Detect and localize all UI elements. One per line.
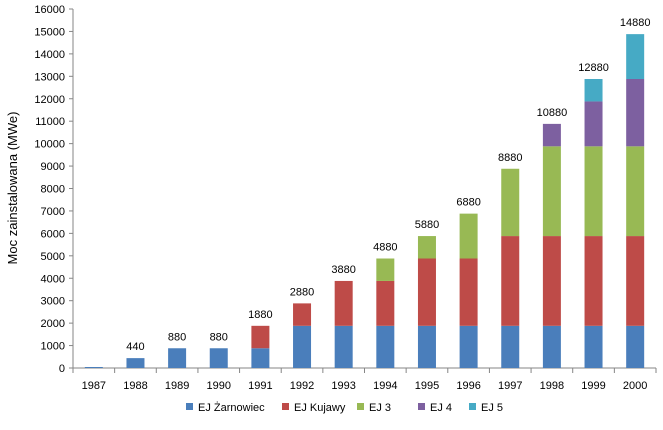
bar-segment: [376, 325, 395, 368]
x-tick-label: 1990: [207, 380, 231, 392]
bar-segment: [542, 325, 561, 368]
y-tick-label: 12000: [34, 94, 65, 106]
bar-total-label: 14880: [620, 17, 651, 29]
x-tick-label: 1998: [540, 380, 564, 392]
bar-segment: [376, 258, 395, 281]
x-tick-label: 1989: [165, 380, 189, 392]
x-tick-label: 1992: [290, 380, 314, 392]
bar-segment: [334, 280, 353, 326]
bar-total-label: 1880: [248, 309, 272, 321]
legend-swatch: [357, 403, 364, 410]
y-tick-label: 5000: [41, 251, 65, 263]
x-tick-label: 1994: [373, 380, 397, 392]
bar-segment: [293, 303, 312, 326]
bar-segment: [542, 236, 561, 326]
bar-segment: [459, 325, 478, 368]
x-tick-label: 1999: [581, 380, 605, 392]
bar-segment: [168, 348, 187, 368]
bar-total-label: 8880: [498, 152, 522, 164]
bar-total-label: 12880: [578, 62, 609, 74]
y-tick-label: 9000: [41, 161, 65, 173]
bar-segment: [584, 325, 603, 368]
bar-segment: [584, 146, 603, 237]
bar-segment: [293, 325, 312, 368]
bar-segment: [626, 236, 645, 326]
bar-segment: [626, 325, 645, 368]
bar-segment: [251, 325, 270, 349]
bar-total-label: 10880: [537, 107, 568, 119]
y-tick-label: 4000: [41, 273, 65, 285]
bar-segment: [542, 123, 561, 147]
bar-total-label: 880: [210, 331, 228, 343]
legend-swatch: [186, 403, 193, 410]
bar-segment: [209, 348, 228, 368]
bar-segment: [501, 168, 520, 237]
y-tick-label: 6000: [41, 228, 65, 240]
bar-segment: [584, 79, 603, 102]
bar-segment: [126, 358, 145, 368]
x-tick-label: 1997: [498, 380, 522, 392]
bar-segment: [459, 258, 478, 326]
bar-segment: [584, 236, 603, 326]
bar-segment: [626, 146, 645, 237]
legend-swatch: [418, 403, 425, 410]
bar-segment: [417, 325, 436, 368]
bar-total-label: 3880: [331, 264, 355, 276]
legend-swatch: [282, 403, 289, 410]
y-tick-label: 1000: [41, 341, 65, 353]
y-tick-label: 14000: [34, 49, 65, 61]
y-tick-label: 3000: [41, 296, 65, 308]
x-tick-label: 1996: [456, 380, 480, 392]
bar-segment: [626, 79, 645, 147]
y-tick-label: 15000: [34, 26, 65, 38]
x-tick-label: 1995: [415, 380, 439, 392]
bar-segment: [334, 325, 353, 368]
y-tick-label: 13000: [34, 71, 65, 83]
y-tick-label: 11000: [35, 116, 65, 128]
y-axis-label: Moc zainstalowana (MWe): [5, 112, 20, 265]
x-tick-label: 2000: [623, 380, 647, 392]
y-tick-label: 7000: [41, 206, 65, 218]
bar-total-label: 880: [168, 331, 186, 343]
bar-segment: [584, 101, 603, 147]
y-tick-label: 16000: [34, 4, 65, 16]
bar-segment: [376, 280, 395, 326]
bar-segment: [417, 236, 436, 259]
bar-segment: [501, 325, 520, 368]
legend-label: EJ 4: [430, 402, 452, 414]
x-tick-label: 1987: [82, 380, 106, 392]
legend-label: EJ Kujawy: [294, 402, 346, 414]
bar-total-label: 4880: [373, 242, 397, 254]
bar-segment: [417, 258, 436, 326]
y-tick-label: 0: [59, 363, 65, 375]
bar-segment: [501, 236, 520, 326]
bar-total-label: 440: [126, 341, 144, 353]
bar-total-label: 6880: [456, 197, 480, 209]
bar-segment: [626, 34, 645, 80]
legend-label: EJ 3: [369, 402, 391, 414]
bar-total-label: 2880: [290, 286, 314, 298]
y-tick-label: 2000: [41, 318, 65, 330]
bar-total-label: 5880: [415, 219, 439, 231]
x-tick-label: 1993: [331, 380, 355, 392]
legend-label: EJ 5: [481, 402, 503, 414]
legend-swatch: [469, 403, 476, 410]
y-tick-label: 10000: [34, 139, 65, 151]
bar-segment: [251, 348, 270, 368]
y-tick-label: 8000: [41, 184, 65, 196]
legend-label: EJ Żarnowiec: [198, 401, 265, 414]
x-tick-label: 1988: [123, 380, 147, 392]
bar-segment: [542, 146, 561, 237]
bar-segment: [459, 213, 478, 259]
x-tick-label: 1991: [248, 380, 272, 392]
